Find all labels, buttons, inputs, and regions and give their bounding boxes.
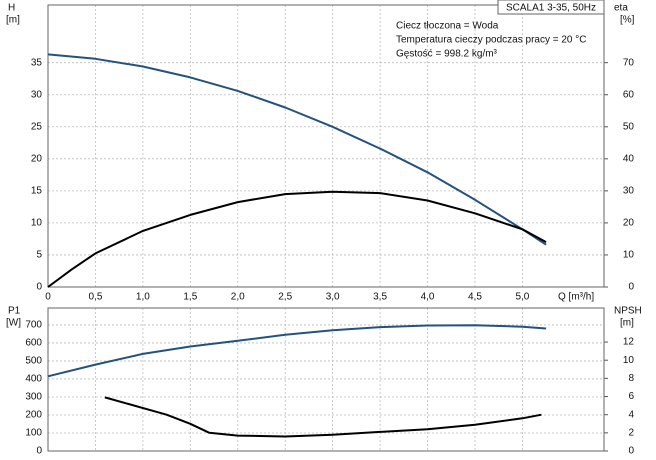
y2-tick-label: 0 [628,446,634,457]
x-axis-label: Q [m³/h] [558,292,594,303]
x-tick-label: 0 [45,292,51,303]
y-tick-label: 500 [25,356,42,367]
x-tick-label: 1,0 [136,292,150,303]
y-tick-label: 600 [25,338,42,349]
y-axis-label: H [8,3,15,14]
y-axis-label: [W] [6,318,21,329]
y2-tick-label: 10 [623,250,635,261]
x-tick-label: 2,5 [278,292,292,303]
x-tick-label: 3,5 [373,292,387,303]
curve [104,396,542,438]
x-tick-label: 1,5 [183,292,197,303]
x-tick-label: 0,5 [88,292,102,303]
annotation: Ciecz tłoczona = Woda [396,21,499,32]
annotation: Gęstość = 998.2 kg/m³ [396,49,498,60]
chart-title: SCALA1 3-35, 50Hz [506,3,596,14]
y-axis-label: [m] [6,15,20,26]
y-tick-label: 400 [25,374,42,385]
y2-tick-label: 20 [623,218,635,229]
y2-tick-label: 12 [623,337,635,348]
y2-tick-label: 40 [623,153,635,164]
y2-tick-label: 4 [628,409,634,420]
y2-axis-label: eta [614,3,628,14]
y2-axis-label: [%] [620,15,635,26]
y2-tick-label: 0 [628,282,634,293]
y-tick-label: 5 [36,250,42,261]
x-tick-label: 2,0 [231,292,245,303]
y2-tick-label: 30 [623,186,635,197]
plot-frame [47,307,605,452]
y-tick-label: 15 [31,186,43,197]
y-tick-label: 35 [31,57,43,68]
y-tick-label: 700 [25,320,42,331]
y2-tick-label: 6 [628,391,634,402]
curve [47,53,547,246]
y-tick-label: 10 [31,218,43,229]
y-tick-label: 30 [31,89,43,100]
y2-tick-label: 8 [628,373,634,384]
y2-tick-label: 10 [623,355,635,366]
y2-axis-label: [m] [620,318,634,329]
y2-tick-label: 2 [628,427,634,438]
info-box [497,0,605,15]
curve [47,190,547,288]
y-tick-label: 0 [36,282,42,293]
annotation: Temperatura cieczy podczas pracy = 20 °C [396,35,586,46]
curve [47,324,547,378]
y2-tick-label: 60 [623,89,635,100]
y-tick-label: 300 [25,392,42,403]
x-tick-label: 4,5 [468,292,482,303]
y-tick-label: 20 [31,153,43,164]
y2-tick-label: 70 [623,57,635,68]
x-tick-label: 3,0 [326,292,340,303]
y-tick-label: 0 [36,446,42,457]
y-tick-label: 200 [25,410,42,421]
y2-axis-label: NPSH [614,306,642,317]
x-tick-label: 4,0 [421,292,435,303]
y-tick-label: 25 [31,121,43,132]
y-axis-label: P1 [8,306,21,317]
y-tick-label: 100 [25,428,42,439]
y2-tick-label: 50 [623,121,635,132]
x-tick-label: 5,0 [515,292,529,303]
plot-frame [47,4,605,288]
